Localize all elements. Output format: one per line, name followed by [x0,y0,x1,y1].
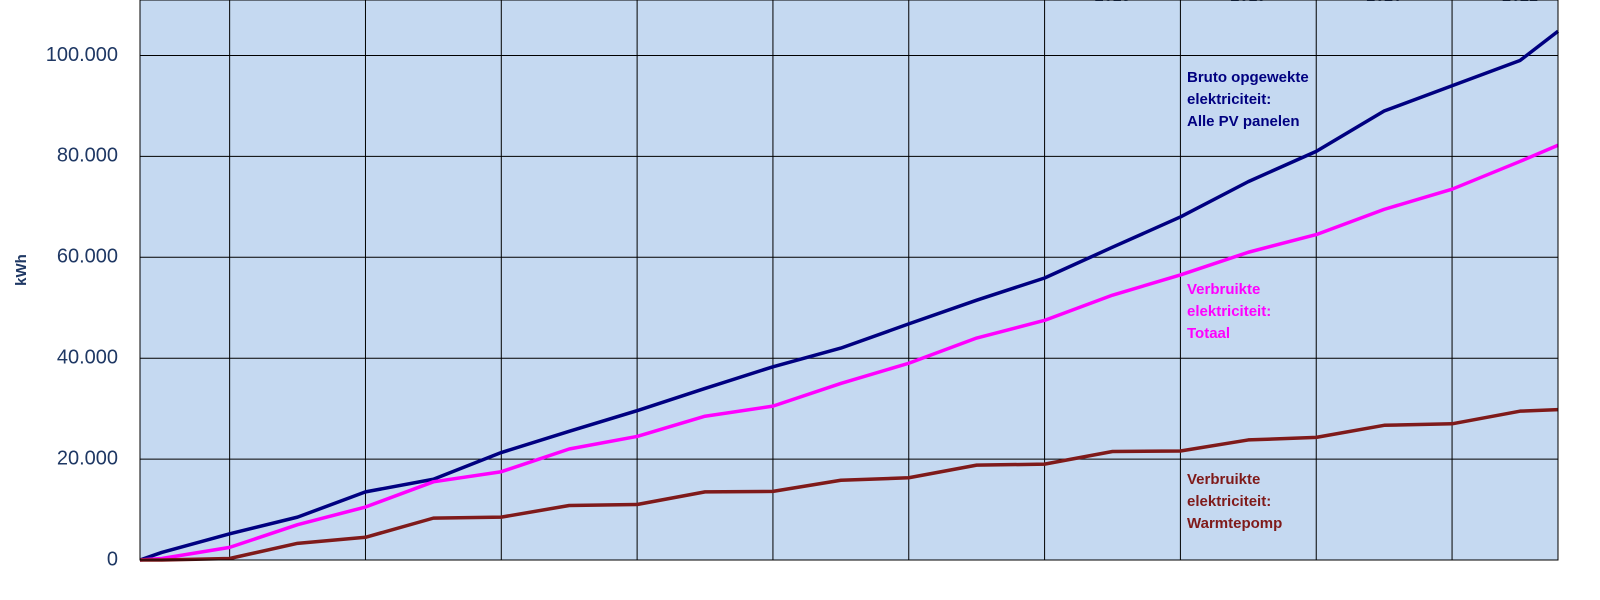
annotation: elektriciteit: [1187,91,1271,108]
annotation: Bruto opgewekte [1187,69,1309,86]
y-tick-label: 80.000 [57,145,118,167]
year-label: 2021 [1502,0,1538,5]
series-line [140,407,1559,562]
year-label: 2020 [1366,0,1402,5]
year-label: 2019 [1231,0,1267,5]
annotation: Totaal [1187,325,1230,342]
annotation: Verbruikte [1187,471,1260,488]
y-tick-label: 100.000 [46,44,118,66]
y-tick-label: 60.000 [57,246,118,268]
year-label: 2018 [1095,0,1131,5]
series-line [139,143,1559,562]
annotation: Verbruikte [1187,281,1260,298]
y-axis-label: kWh [13,254,30,286]
y-tick-label: 0 [107,548,118,570]
plot-area [140,0,1558,560]
annotation: elektriciteit: [1187,493,1271,510]
series-line [139,29,1560,562]
plot-border [139,0,1559,561]
annotation: elektriciteit: [1187,303,1271,320]
annotation: Warmtepomp [1187,515,1282,532]
y-tick-label: 40.000 [57,346,118,368]
y-tick-label: 20.000 [57,447,118,469]
annotation: Alle PV panelen [1187,113,1300,130]
